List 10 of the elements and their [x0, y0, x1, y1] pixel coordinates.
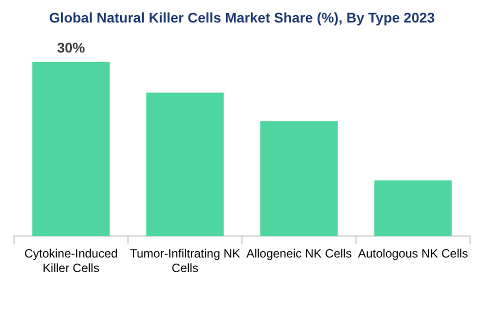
bar [374, 180, 452, 236]
bar [260, 121, 338, 236]
data-label: 30% [56, 40, 86, 56]
bar [146, 92, 224, 236]
x-tick-label: Allogeneic NK Cells [246, 246, 352, 261]
x-tick-label: Autologous NK Cells [358, 246, 468, 261]
x-tick-label: Tumor-Infiltrating NK Cells [130, 246, 240, 276]
bar [32, 62, 110, 236]
chart-title: Global Natural Killer Cells Market Share (%), By Type 2023 [49, 9, 436, 26]
x-tick-label: Cytokine-Induced Killer Cells [24, 246, 118, 276]
